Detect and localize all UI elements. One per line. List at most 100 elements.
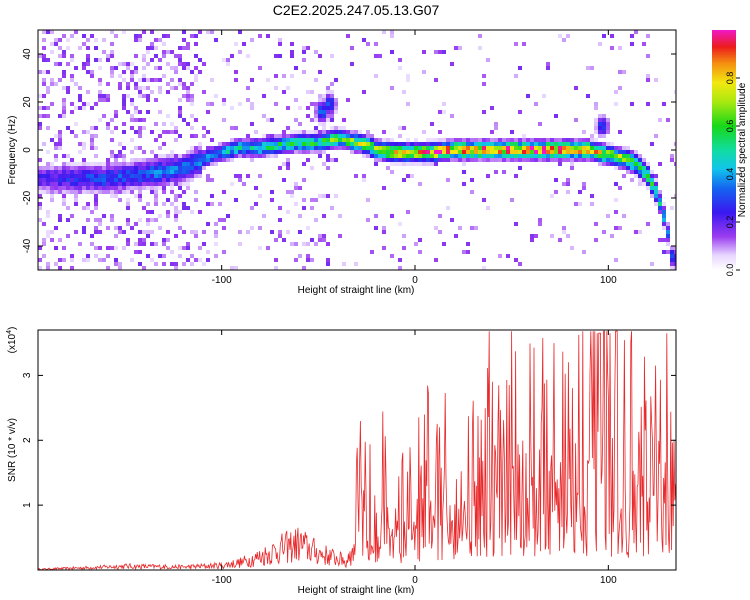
spectrogram-cell (594, 150, 598, 154)
spectrogram-cell (318, 234, 322, 238)
spectrogram-cell (38, 94, 42, 98)
spectrogram-cell (326, 86, 330, 90)
spectrogram-cell (270, 198, 274, 202)
spectrogram-cell (634, 154, 638, 158)
spectrogram-cell (274, 150, 278, 154)
spectrogram-cell (514, 138, 518, 142)
spectrogram-cell (218, 202, 222, 206)
spectrogram-cell (138, 34, 142, 38)
spectrogram-cell (166, 174, 170, 178)
spectrogram-cell (86, 62, 90, 66)
spectrogram-cell (262, 146, 266, 150)
spectrogram-cell (538, 158, 542, 162)
spectrogram-cell (334, 130, 338, 134)
spectrogram-cell (134, 66, 138, 70)
spectrogram-cell (638, 166, 642, 170)
spectrogram-cell (238, 102, 242, 106)
spectrogram-cell (110, 138, 114, 142)
spectrogram-cell (150, 258, 154, 262)
spectrogram-cell (86, 162, 90, 166)
spectrogram-cell (454, 234, 458, 238)
spectrogram-cell (430, 146, 434, 150)
spectrogram-cell (438, 146, 442, 150)
spectrogram-cell (434, 138, 438, 142)
spectrogram-cell (566, 234, 570, 238)
spectrogram-cell (102, 186, 106, 190)
spectrogram-cell (86, 54, 90, 58)
spectrogram-cell (618, 158, 622, 162)
spectrogram-cell (402, 178, 406, 182)
spectrogram-cell (606, 130, 610, 134)
spectrogram-cell (366, 218, 370, 222)
spectrogram-cell (342, 146, 346, 150)
spectrogram-cell (586, 158, 590, 162)
spectrogram-cell (514, 222, 518, 226)
spectrogram-cell (454, 150, 458, 154)
spectrogram-cell (258, 66, 262, 70)
spectrogram-cell (90, 146, 94, 150)
spectrogram-cell (390, 50, 394, 54)
spectrogram-cell (410, 162, 414, 166)
spectrogram-cell (286, 134, 290, 138)
spectrogram-cell (170, 154, 174, 158)
spectrogram-cell (42, 58, 46, 62)
spectrogram-cell (306, 90, 310, 94)
spectrogram-cell (382, 138, 386, 142)
spectrogram-cell (482, 266, 486, 270)
spectrogram-cell (98, 170, 102, 174)
spectrogram-cell (62, 198, 66, 202)
spectrogram-cell (118, 170, 122, 174)
spectrogram-cell (42, 78, 46, 82)
spectrogram-cell (314, 126, 318, 130)
spectrogram-cell (94, 154, 98, 158)
spectrogram-cell (666, 118, 670, 122)
spectrogram-cell (302, 142, 306, 146)
spectrogram-cell (594, 122, 598, 126)
spectrogram-cell (306, 146, 310, 150)
spectrogram-cell (234, 150, 238, 154)
spectrogram-cell (114, 262, 118, 266)
spectrogram-cell (58, 130, 62, 134)
spectrogram-cell (138, 170, 142, 174)
spectrogram-cell (238, 154, 242, 158)
spectrogram-cell (206, 110, 210, 114)
spectrogram-cell (598, 154, 602, 158)
spectrogram-cell (106, 182, 110, 186)
spectrogram-cell (150, 150, 154, 154)
spectrogram-cell (402, 126, 406, 130)
spectrogram-cell (314, 50, 318, 54)
spectrogram-cell (178, 226, 182, 230)
spectrogram-cell (42, 82, 46, 86)
spectrogram-cell (170, 182, 174, 186)
spectrogram-cell (122, 190, 126, 194)
spectrogram-cell (386, 158, 390, 162)
spectrogram-cell (374, 138, 378, 142)
spectrogram-cell (270, 190, 274, 194)
spectrogram-cell (654, 178, 658, 182)
spectrogram-cell (674, 250, 676, 254)
spectrogram-cell (634, 230, 638, 234)
spectrogram-cell (462, 162, 466, 166)
spectrogram-cell (90, 162, 94, 166)
spectrogram-cell (474, 146, 478, 150)
snr-series-line (38, 330, 676, 570)
spectrogram-cell (462, 158, 466, 162)
spectrogram-cell (574, 146, 578, 150)
spectrogram-cell (398, 154, 402, 158)
spectrogram-cell (54, 262, 58, 266)
spectrogram-cell (414, 154, 418, 158)
spectrogram-cell (470, 146, 474, 150)
spectrogram-cell (82, 178, 86, 182)
spectrogram-cell (594, 238, 598, 242)
spectrogram-cell (110, 70, 114, 74)
spectrogram-cell (390, 30, 394, 34)
spectrogram-cell (54, 190, 58, 194)
spectrogram-cell (62, 102, 66, 106)
spectrogram-cell (638, 154, 642, 158)
spectrogram-cell (606, 162, 610, 166)
spectrogram-cell (670, 158, 674, 162)
spectrogram-cell (46, 182, 50, 186)
spectrogram-cell (130, 62, 134, 66)
spectrogram-cell (506, 254, 510, 258)
spectrogram-cell (230, 146, 234, 150)
